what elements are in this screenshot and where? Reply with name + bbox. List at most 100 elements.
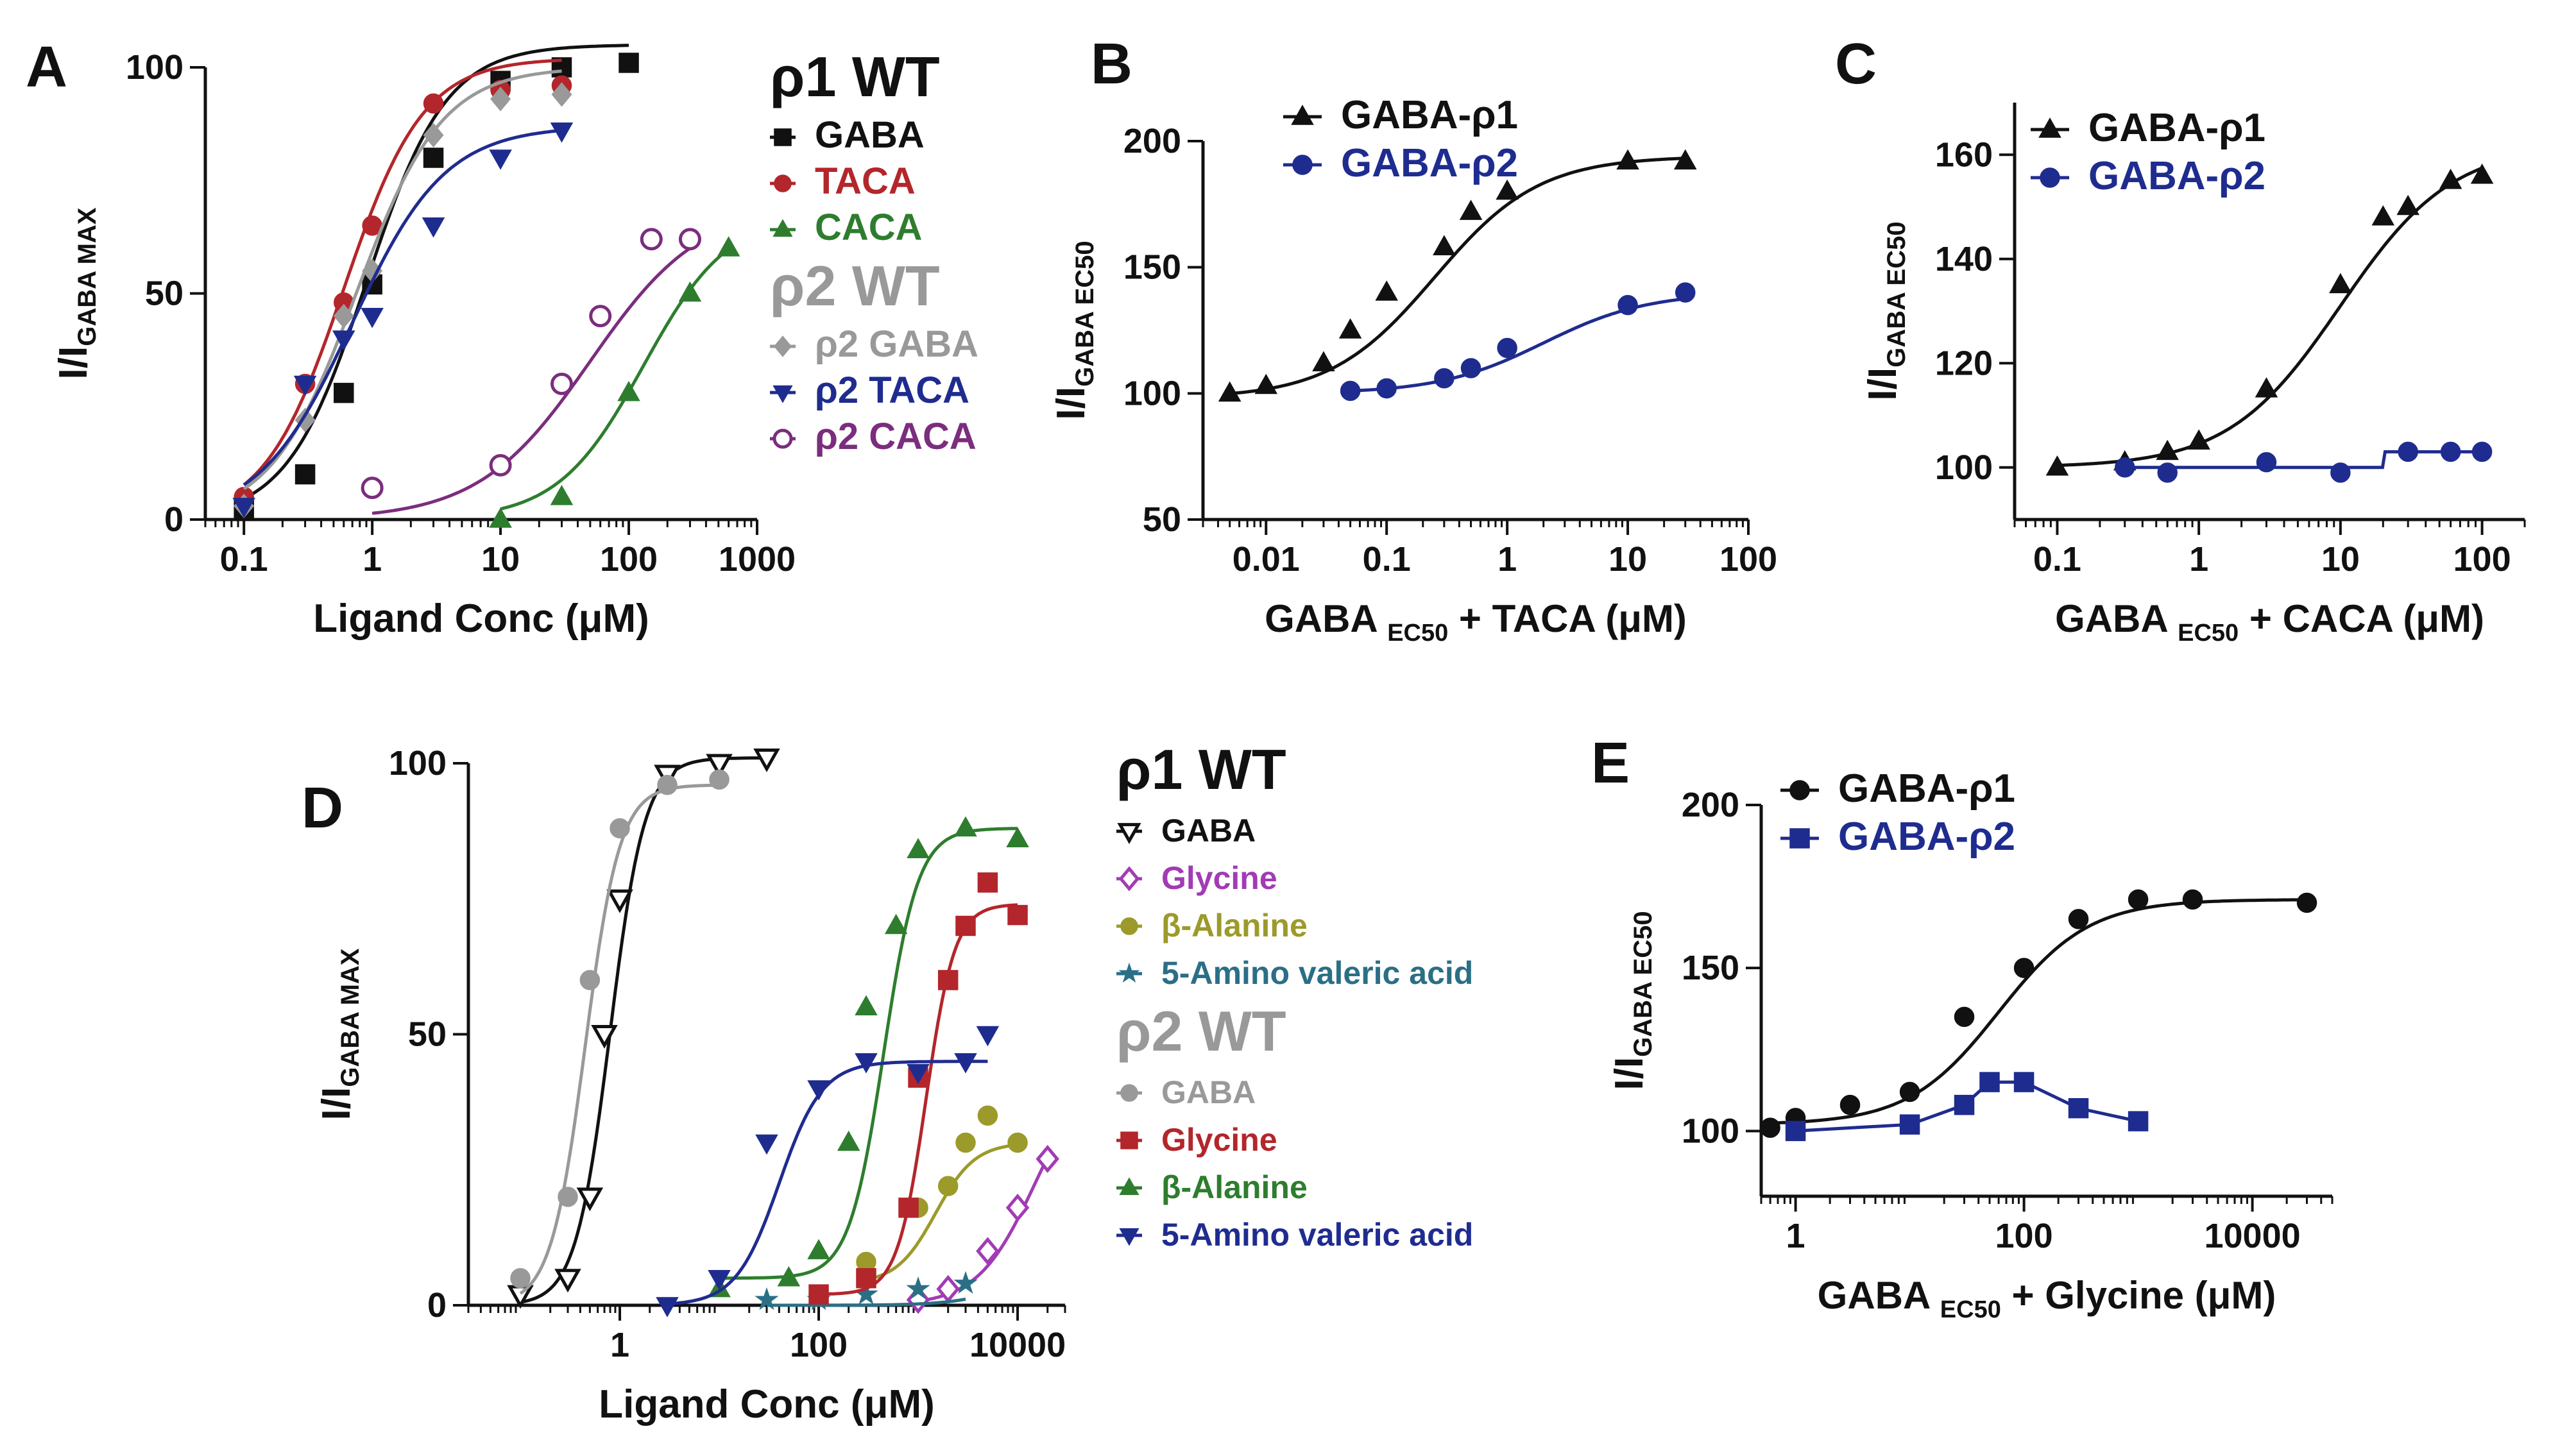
data-point: [334, 382, 354, 403]
panel-label: B: [1091, 32, 1132, 96]
data-point: [294, 464, 316, 485]
data-point: [1312, 351, 1335, 371]
data-point: [678, 228, 701, 251]
data-point: [977, 872, 998, 893]
y-tick-label: 100: [1682, 1112, 1739, 1150]
legend-marker: [772, 428, 793, 449]
data-point: [807, 1239, 830, 1260]
legend-marker: [1119, 1177, 1139, 1196]
data-point: [2128, 1111, 2149, 1131]
data-point: [1375, 280, 1398, 301]
legend-entry: 5-Amino valeric acid: [1161, 955, 1473, 991]
data-point: [1005, 1193, 1030, 1222]
x-axis-label: GABA EC50 + CACA (μM): [2055, 597, 2484, 647]
data-point: [489, 507, 512, 528]
data-point: [1006, 827, 1029, 848]
data-point: [717, 236, 740, 257]
legend-marker: [1291, 105, 1314, 125]
fit-curve: [819, 903, 1018, 1296]
data-point: [906, 1276, 930, 1299]
legend-entry: GABA-ρ2: [2088, 154, 2265, 198]
fit-curve: [1229, 157, 1685, 396]
x-tick-label: 1: [363, 540, 382, 579]
panel-label: A: [26, 35, 67, 99]
legend-marker: [772, 219, 793, 237]
y-tick-label: 120: [1935, 344, 1993, 382]
legend-group-title: ρ2 WT: [1116, 999, 1286, 1063]
data-point: [753, 749, 780, 772]
data-point: [610, 818, 630, 839]
legend-marker: [774, 128, 792, 146]
data-point: [576, 1187, 604, 1212]
y-tick-label: 150: [1123, 248, 1181, 287]
series-CACA: [489, 236, 740, 528]
data-point: [619, 53, 639, 73]
data-point: [606, 889, 633, 913]
data-point: [2128, 889, 2149, 910]
legend-marker: [1120, 917, 1138, 935]
data-point: [755, 1134, 778, 1155]
y-tick-label: 100: [1935, 448, 1993, 487]
series-ρ2 CACA: [361, 228, 701, 515]
data-point: [2013, 958, 2035, 978]
x-tick-label: 100: [790, 1326, 848, 1364]
series-TACA: [234, 58, 572, 507]
legend-marker: [1118, 866, 1140, 892]
data-point: [2439, 169, 2462, 189]
panel-label: E: [1591, 731, 1630, 795]
data-point: [2156, 439, 2179, 461]
data-point: [884, 913, 908, 935]
legend-marker: [1119, 1228, 1139, 1246]
data-point: [1675, 282, 1696, 303]
data-point: [2330, 462, 2351, 483]
data-point: [2256, 452, 2277, 473]
data-point: [954, 816, 977, 837]
data-point: [489, 149, 512, 170]
data-point: [1007, 1132, 1028, 1153]
x-tick-label: 10: [2321, 540, 2360, 579]
data-point: [855, 995, 878, 1015]
data-point: [554, 1269, 581, 1293]
panel-E: E 1 100 10000 100 150 200 GABA EC50 + Glycine (…: [1591, 731, 2333, 1323]
legend-group-title: ρ2 WT: [770, 254, 940, 317]
y-axis-label-text: I/IGABA EC50: [1049, 241, 1099, 419]
x-axis-label: Ligand Conc (μM): [599, 1382, 935, 1426]
data-point: [589, 305, 612, 328]
fit-curve: [917, 1156, 1049, 1303]
legend-marker: [2038, 117, 2061, 138]
x-tick-label: 1: [2189, 540, 2208, 579]
y-tick-label: 140: [1935, 240, 1993, 278]
y-tick-label: 50: [1143, 500, 1181, 539]
data-point: [361, 308, 384, 328]
y-tick-label: 200: [1123, 122, 1181, 160]
legend-marker: [774, 174, 792, 192]
data-point: [232, 498, 255, 518]
data-point: [1376, 378, 1397, 399]
data-point: [423, 148, 444, 168]
y-axis-label: I/IGABA MAX: [51, 207, 101, 379]
legend-marker: [1120, 1131, 1138, 1149]
data-point: [640, 228, 663, 251]
x-tick-label: 10000: [969, 1326, 1066, 1364]
data-point: [937, 970, 959, 990]
y-tick-label: 50: [408, 1015, 447, 1054]
data-point: [808, 1284, 829, 1305]
data-point: [2255, 377, 2278, 398]
fit-curve: [500, 248, 730, 511]
y-tick-label: 100: [1123, 374, 1181, 412]
data-point: [510, 1268, 531, 1289]
legend-marker: [1789, 828, 1810, 849]
x-tick-label: 10000: [2204, 1217, 2300, 1255]
series-GABA-ρ2: [1340, 282, 1696, 402]
y-tick-label: 100: [389, 744, 447, 783]
fit-curve: [243, 58, 562, 486]
fit-curve: [371, 246, 691, 515]
legend-marker: [1292, 155, 1313, 175]
data-point: [1433, 235, 1456, 255]
data-point: [708, 1270, 731, 1291]
data-point: [678, 281, 702, 302]
data-point: [1616, 149, 1639, 170]
x-axis-label: GABA EC50 + TACA (μM): [1265, 597, 1687, 647]
